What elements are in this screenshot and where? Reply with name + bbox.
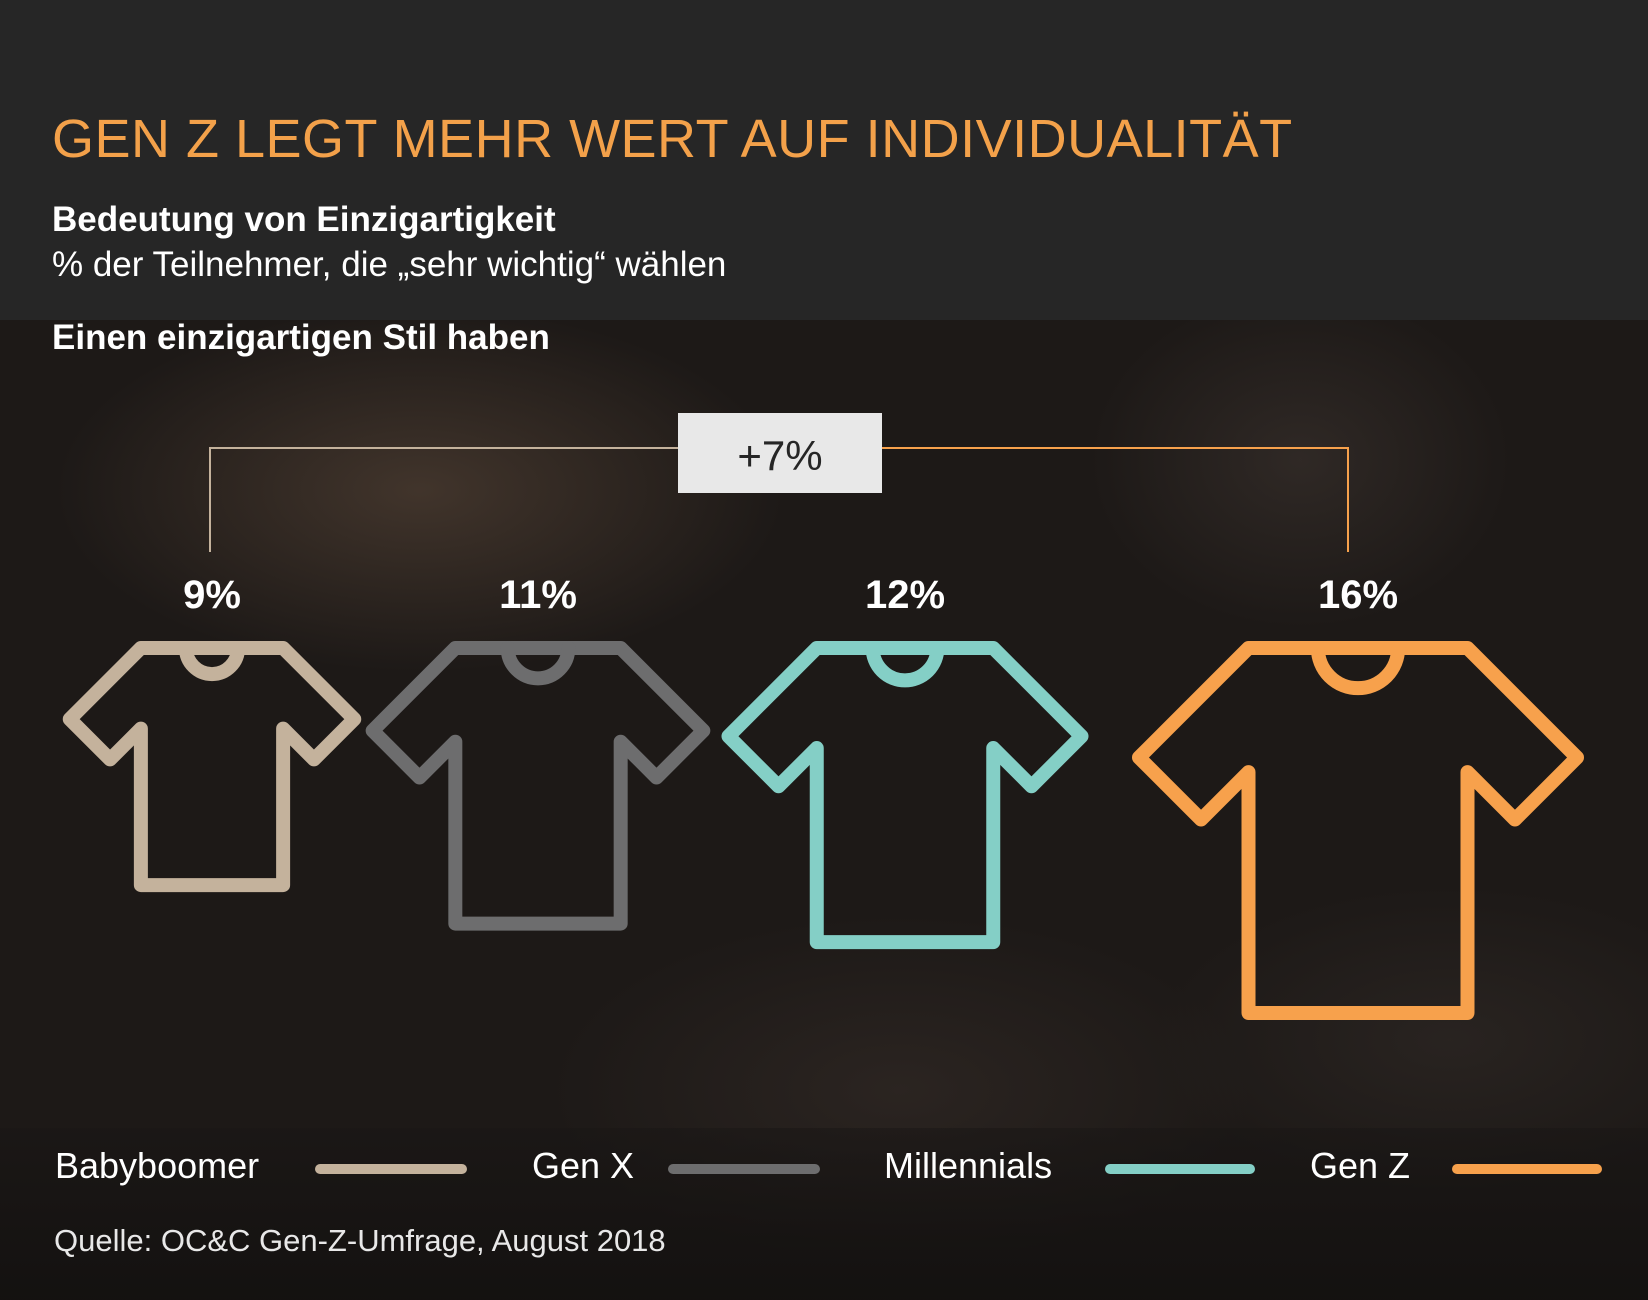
chart-heading: Einen einzigartigen Stil haben (52, 318, 550, 357)
legend-band (0, 1128, 1648, 1300)
legend-label-gen-z: Gen Z (1310, 1145, 1411, 1186)
shirt-collar (1310, 640, 1406, 696)
value-label: 12% (865, 573, 945, 617)
bracket-left-line (209, 447, 678, 552)
shirt-icon-gen-z (1131, 640, 1585, 1021)
bracket-right-line (882, 447, 1349, 552)
chart-subtitle: Bedeutung von Einzigartigkeit (52, 200, 556, 239)
shirt-outline (721, 641, 1089, 950)
legend-label-babyboomer: Babyboomer (55, 1145, 260, 1186)
source-note: Quelle: OC&C Gen-Z-Umfrage, August 2018 (54, 1223, 666, 1258)
shirt-icon-gen-x (365, 641, 711, 931)
shirt-icon-millennials (721, 641, 1089, 950)
shirt-collar (178, 641, 246, 682)
annotation-label: +7% (737, 432, 822, 479)
shirt-outline (365, 641, 711, 931)
legend-swatch-gen-z (1452, 1164, 1602, 1174)
legend-swatch-babyboomer (315, 1164, 467, 1174)
legend-label-millennials: Millennials (884, 1145, 1053, 1186)
shirt-icon-babyboomer (62, 641, 362, 893)
value-label: 9% (183, 573, 241, 617)
legend-swatch-millennials (1105, 1164, 1255, 1174)
shirt-outline (1131, 640, 1585, 1021)
value-label: 16% (1318, 573, 1398, 617)
shirt-outline (62, 641, 362, 893)
legend-label-gen-x: Gen X (532, 1145, 635, 1186)
annotation-box (678, 413, 882, 493)
shirt-collar (500, 641, 576, 686)
legend-swatch-gen-x (668, 1164, 820, 1174)
value-label: 11% (499, 573, 577, 617)
shirt-collar (865, 641, 945, 688)
page-title: GEN Z LEGT MEHR WERT AUF INDIVIDUALITÄT (52, 109, 1293, 169)
chart-subtitle-unit: % der Teilnehmer, die „sehr wichtig“ wäh… (52, 245, 727, 284)
